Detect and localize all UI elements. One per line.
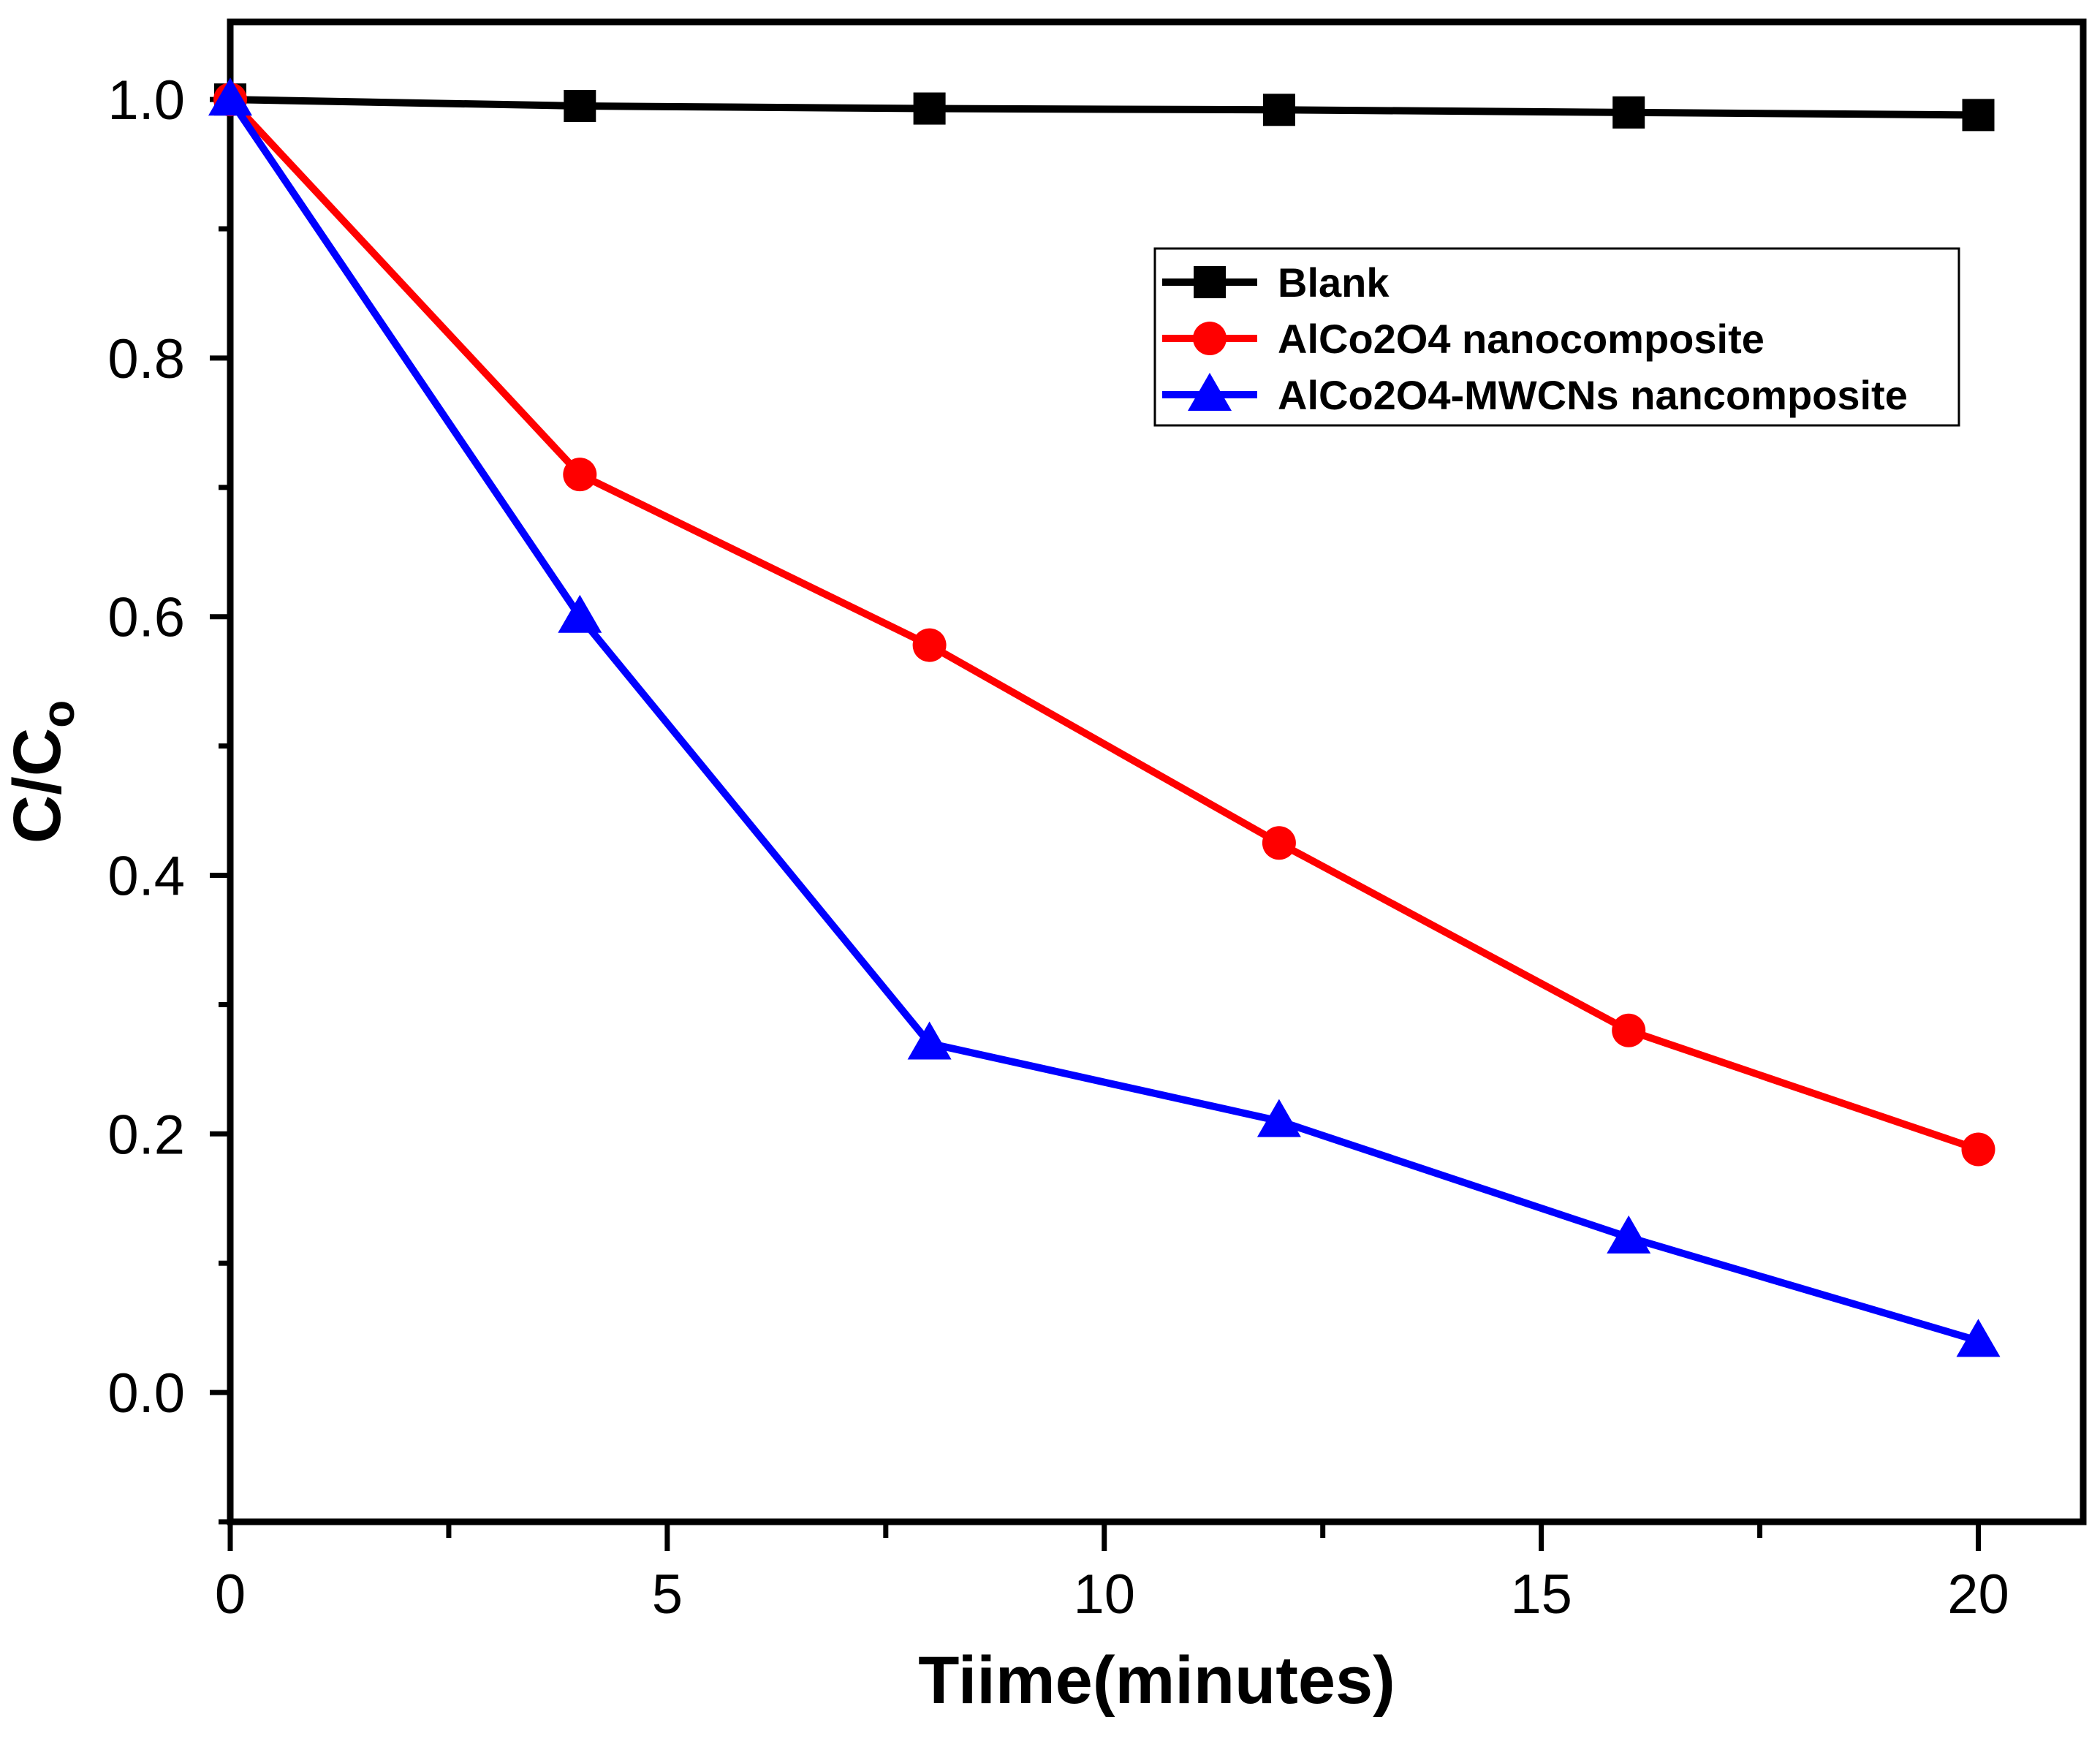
data-point bbox=[1262, 94, 1295, 126]
legend-label: Blank bbox=[1278, 259, 1390, 306]
data-point bbox=[564, 89, 596, 122]
series-1 bbox=[214, 83, 1995, 132]
data-point bbox=[907, 1021, 952, 1060]
data-point bbox=[913, 92, 946, 125]
series-line bbox=[227, 96, 1980, 1153]
y-axis-title-main: C/C bbox=[0, 728, 75, 843]
y-axis-title-subscript: o bbox=[34, 700, 84, 728]
data-point bbox=[1962, 99, 1995, 132]
x-axis-title: Tiime(minutes) bbox=[918, 1643, 1395, 1718]
legend-item: Blank bbox=[1162, 259, 1390, 306]
x-tick-label: 5 bbox=[652, 1563, 683, 1626]
x-tick-label: 20 bbox=[1947, 1563, 2009, 1626]
data-point bbox=[1262, 826, 1296, 860]
data-point bbox=[208, 77, 252, 116]
x-tick-label: 15 bbox=[1510, 1563, 1572, 1626]
legend-marker bbox=[1193, 322, 1227, 355]
data-point bbox=[1961, 1132, 1995, 1167]
data-point bbox=[558, 594, 602, 633]
y-axis-title: C/Co bbox=[0, 700, 84, 843]
x-tick-label: 0 bbox=[215, 1563, 246, 1626]
legend: Blank AlCo2O4 nanocomposite AlCo2O4-MWCNs … bbox=[1153, 247, 1960, 427]
data-point bbox=[1956, 1319, 2001, 1357]
data-point bbox=[1607, 1215, 1651, 1254]
legend-marker bbox=[1194, 266, 1226, 298]
y-tick-label: 1.0 bbox=[107, 69, 185, 132]
legend-item: AlCo2O4-MWCNs nancomposite bbox=[1162, 372, 1908, 418]
y-tick-label: 0.0 bbox=[107, 1362, 185, 1425]
y-tick-label: 0.8 bbox=[107, 328, 185, 390]
series-line bbox=[227, 97, 1979, 1345]
data-point bbox=[912, 628, 947, 662]
y-tick-label: 0.4 bbox=[107, 846, 185, 908]
legend-item: AlCo2O4 nanocomposite bbox=[1162, 316, 1764, 362]
axes: 0 5 10 15 20 0.0 0.2 0.4 0.6 0.8 1.0 bbox=[107, 18, 2087, 1626]
legend-label: AlCo2O4 nanocomposite bbox=[1278, 316, 1764, 362]
x-tick-label: 10 bbox=[1073, 1563, 1135, 1626]
plot-frame bbox=[227, 18, 2087, 1525]
y-tick-label: 0.6 bbox=[107, 587, 185, 649]
series-layer bbox=[208, 77, 2001, 1357]
data-point bbox=[1612, 96, 1645, 129]
series-line bbox=[230, 96, 1979, 119]
series-3 bbox=[208, 77, 2001, 1357]
legend-marker bbox=[1188, 373, 1232, 411]
y-tick-label: 0.2 bbox=[107, 1104, 185, 1166]
data-point bbox=[563, 458, 597, 492]
data-point bbox=[1612, 1013, 1646, 1047]
series-2 bbox=[213, 83, 1995, 1167]
legend-box bbox=[1153, 247, 1960, 427]
data-point bbox=[1256, 1099, 1301, 1137]
legend-label: AlCo2O4-MWCNs nancomposite bbox=[1278, 372, 1908, 418]
